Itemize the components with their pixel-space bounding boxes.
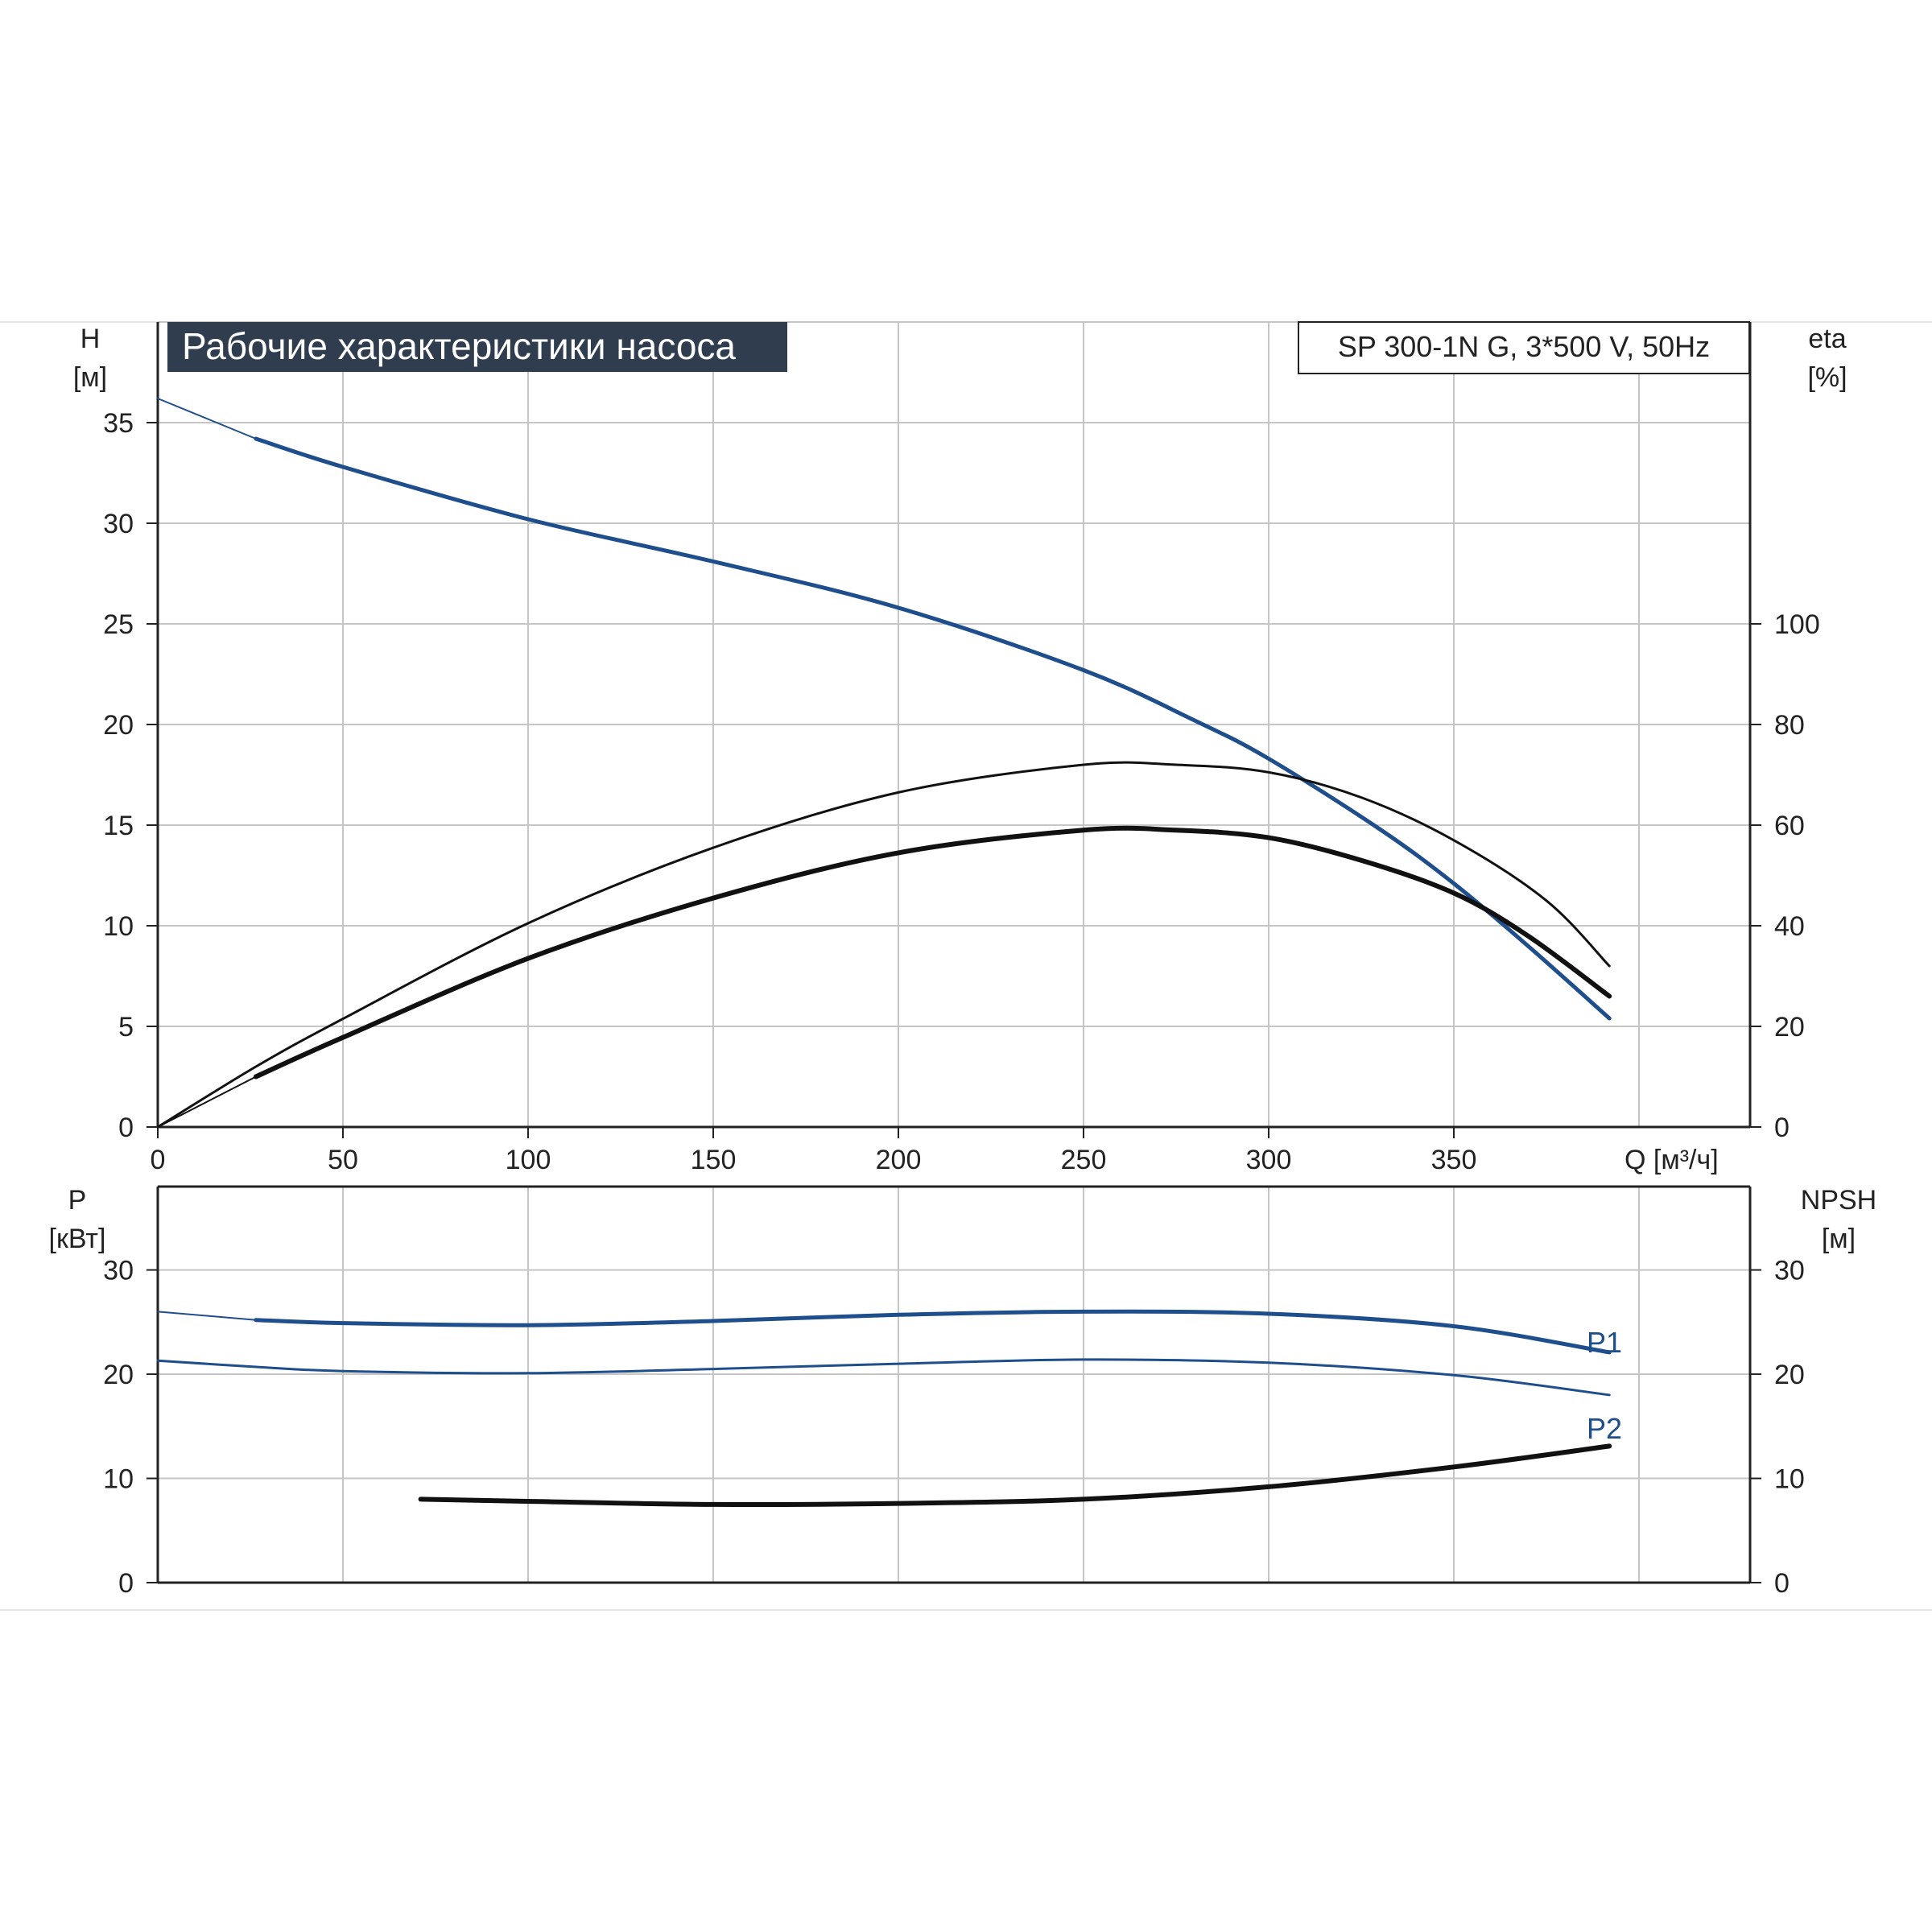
x-tick-label: 300 bbox=[1246, 1145, 1292, 1175]
left-tick-label: 35 bbox=[103, 408, 134, 439]
model-box bbox=[1298, 321, 1750, 374]
x-tick-label: 200 bbox=[876, 1145, 922, 1175]
x-tick-label: 50 bbox=[328, 1145, 358, 1175]
left-tick-label: 30 bbox=[103, 509, 134, 539]
right-tick-label: 10 bbox=[1774, 1464, 1805, 1495]
p-axis-label: P bbox=[68, 1185, 87, 1216]
p2-series-label: P2 bbox=[1587, 1412, 1622, 1445]
chart-title: Рабочие характеристики насоса bbox=[182, 325, 736, 367]
x-tick-label: 0 bbox=[151, 1145, 166, 1175]
p-axis-unit: [кВт] bbox=[49, 1224, 106, 1254]
axis-tick-labels: 0510152025303502040608010001020300102030… bbox=[103, 408, 1820, 1599]
right-tick-label: 60 bbox=[1774, 811, 1805, 841]
right-tick-label: 80 bbox=[1774, 710, 1805, 741]
eta-axis-label: eta bbox=[1808, 324, 1846, 354]
npsh-axis-label: NPSH bbox=[1801, 1185, 1876, 1216]
right-tick-label: 100 bbox=[1774, 609, 1820, 640]
curve-line bbox=[254, 436, 1612, 1021]
title-box bbox=[167, 322, 787, 372]
q-axis-label: Q [м³/ч] bbox=[1624, 1145, 1719, 1175]
npsh-axis-unit: [м] bbox=[1822, 1224, 1856, 1254]
left-tick-label: 0 bbox=[118, 1568, 134, 1599]
right-tick-label: 40 bbox=[1774, 911, 1805, 942]
left-tick-label: 30 bbox=[103, 1256, 134, 1286]
left-tick-label: 10 bbox=[103, 1464, 134, 1495]
bottom-chart-curves bbox=[156, 1309, 1612, 1508]
left-tick-label: 0 bbox=[118, 1113, 134, 1143]
top-chart-grid bbox=[156, 321, 1752, 1129]
top-chart-curves bbox=[156, 398, 1612, 1129]
x-tick-label: 100 bbox=[506, 1145, 551, 1175]
right-tick-label: 30 bbox=[1774, 1256, 1805, 1286]
x-tick-label: 350 bbox=[1431, 1145, 1477, 1175]
left-tick-label: 20 bbox=[103, 1360, 134, 1390]
left-tick-label: 25 bbox=[103, 609, 134, 640]
left-tick-label: 10 bbox=[103, 911, 134, 942]
curve-line bbox=[156, 761, 1611, 1129]
curve-line bbox=[253, 825, 1612, 1080]
h-axis-unit: [м] bbox=[73, 362, 107, 393]
left-tick-label: 20 bbox=[103, 710, 134, 741]
right-tick-label: 0 bbox=[1774, 1113, 1790, 1143]
curve-line bbox=[157, 1075, 257, 1128]
curve-line bbox=[254, 1309, 1612, 1355]
bottom-chart-grid bbox=[156, 1185, 1752, 1584]
x-tick-label: 250 bbox=[1061, 1145, 1107, 1175]
left-tick-label: 15 bbox=[103, 811, 134, 841]
curve-line bbox=[157, 1311, 257, 1321]
curve-line bbox=[156, 1358, 1611, 1397]
p1-series-label: P1 bbox=[1587, 1326, 1622, 1359]
left-tick-label: 5 bbox=[118, 1012, 134, 1042]
right-tick-label: 0 bbox=[1774, 1568, 1790, 1599]
x-tick-label: 150 bbox=[691, 1145, 737, 1175]
right-tick-label: 20 bbox=[1774, 1360, 1805, 1390]
pump-model-label: SP 300-1N G, 3*500 V, 50Hz bbox=[1338, 330, 1710, 363]
curve-line bbox=[418, 1443, 1612, 1508]
right-tick-label: 20 bbox=[1774, 1012, 1805, 1042]
h-axis-label: H bbox=[80, 324, 101, 354]
eta-axis-unit: [%] bbox=[1807, 362, 1847, 393]
curve-line bbox=[157, 398, 257, 440]
